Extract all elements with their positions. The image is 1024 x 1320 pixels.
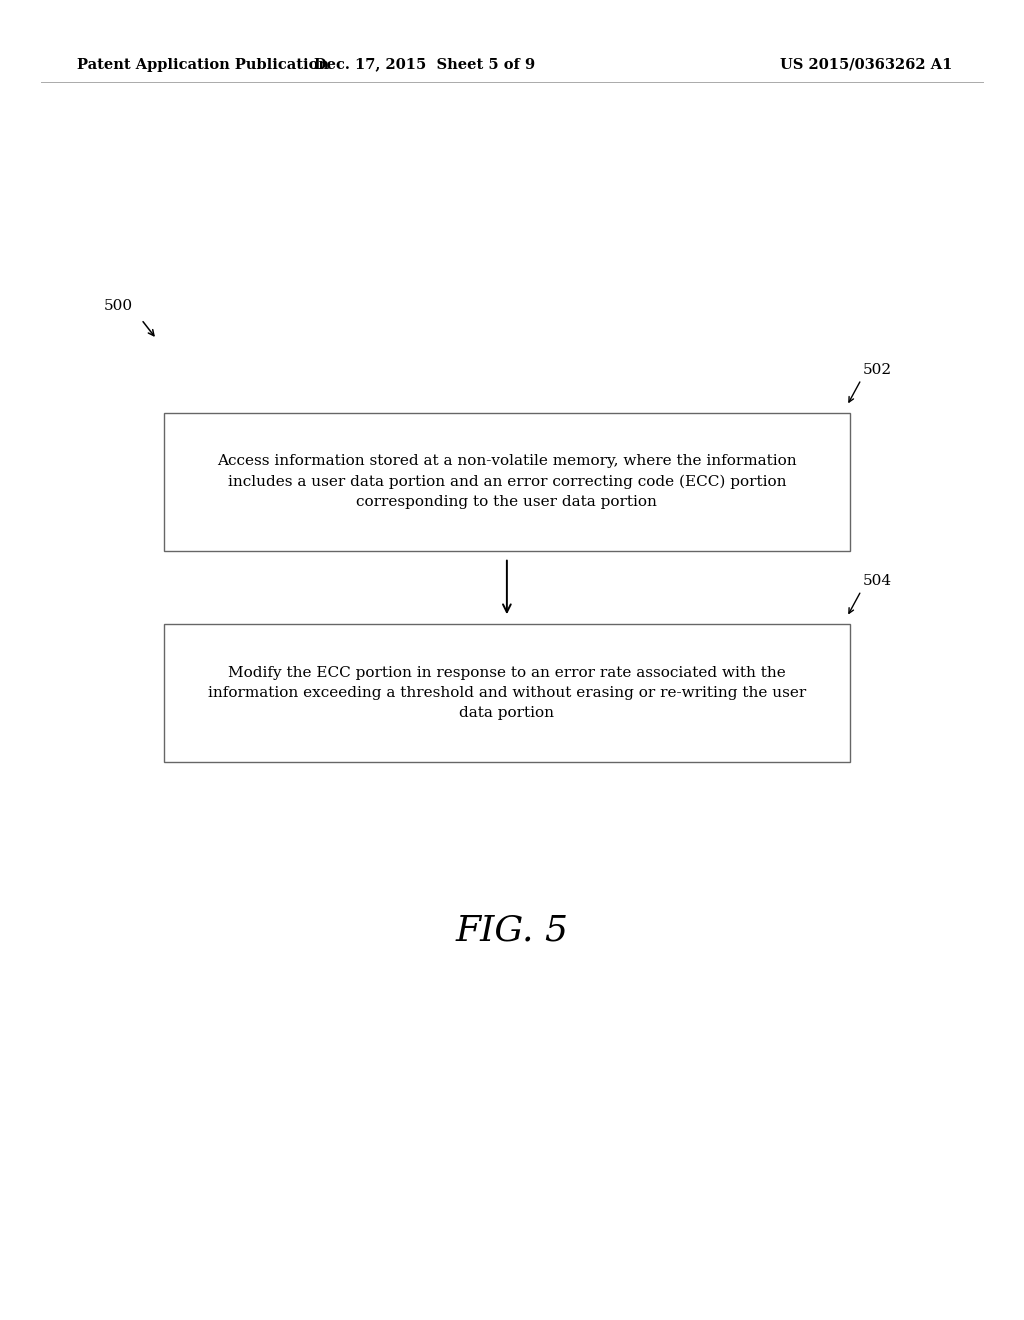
Text: FIG. 5: FIG. 5 [456, 913, 568, 948]
Text: Modify the ECC portion in response to an error rate associated with the
informat: Modify the ECC portion in response to an… [208, 667, 806, 719]
FancyBboxPatch shape [164, 412, 850, 552]
Text: Access information stored at a non-volatile memory, where the information
includ: Access information stored at a non-volat… [217, 454, 797, 510]
Text: 504: 504 [863, 574, 892, 589]
Text: 500: 500 [104, 298, 133, 313]
Text: US 2015/0363262 A1: US 2015/0363262 A1 [780, 58, 952, 71]
Text: 502: 502 [863, 363, 892, 378]
FancyBboxPatch shape [164, 624, 850, 763]
Text: Patent Application Publication: Patent Application Publication [77, 58, 329, 71]
Text: Dec. 17, 2015  Sheet 5 of 9: Dec. 17, 2015 Sheet 5 of 9 [314, 58, 536, 71]
